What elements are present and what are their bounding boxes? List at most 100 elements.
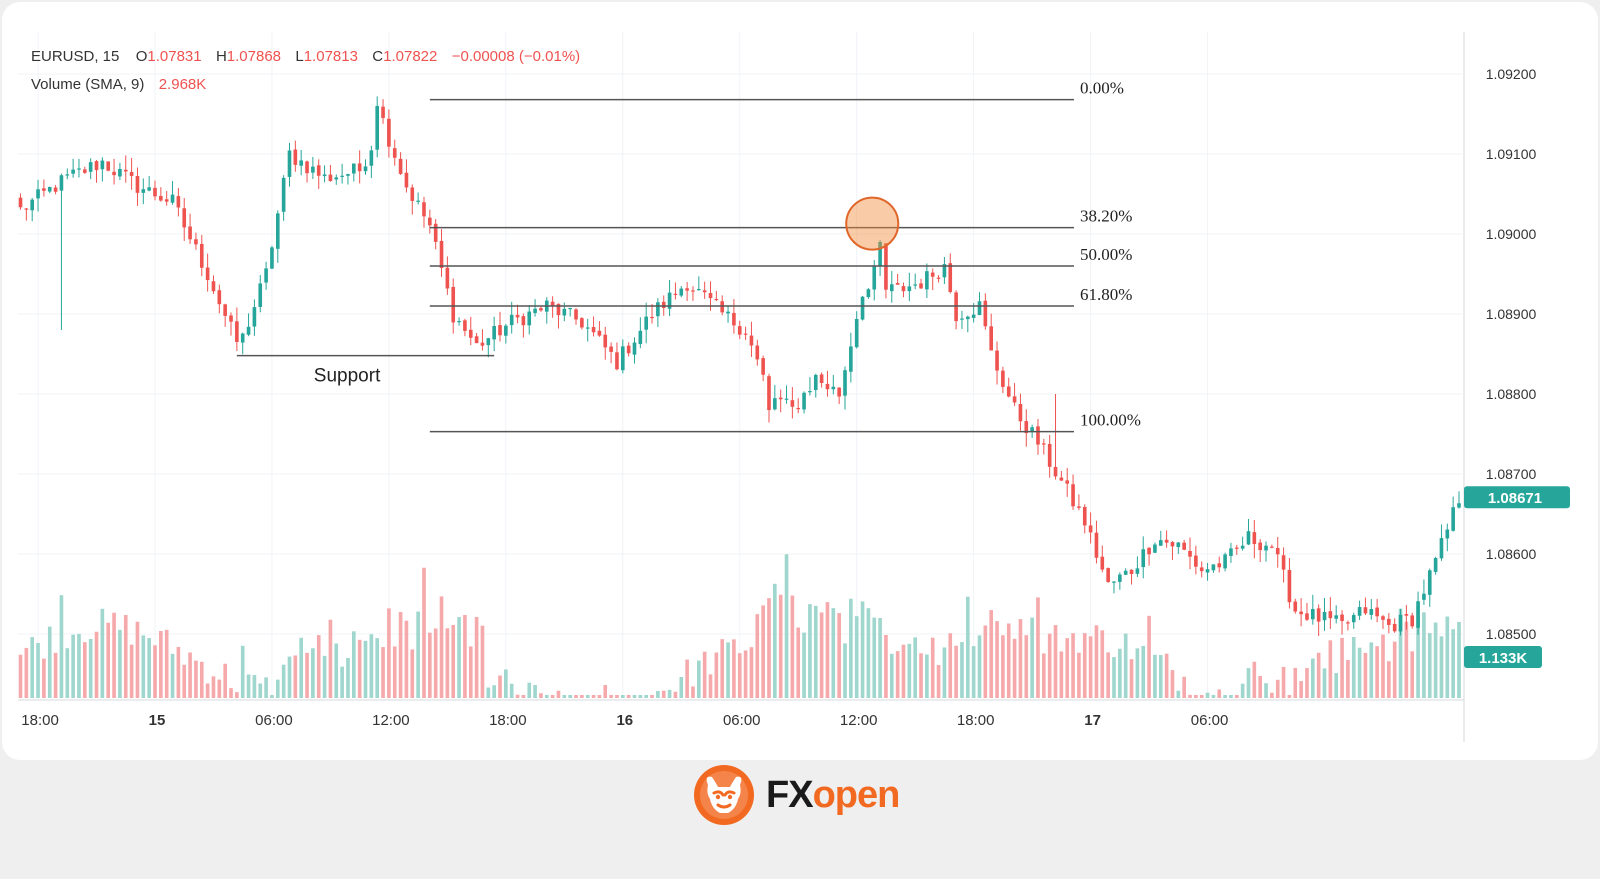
close-value: 1.07822 [383,48,438,65]
volume-bar [860,601,865,698]
volume-bar [1170,670,1175,698]
candle-body [1217,563,1222,568]
candle-body [1088,525,1093,533]
candle-body [88,162,93,172]
volume-bar [392,646,397,698]
candle-body [1270,546,1274,548]
volume-bar [1281,666,1286,698]
volume-bar [275,679,280,698]
candle-body [1410,615,1415,627]
volume-bar [1351,636,1356,698]
volume-bar [129,644,134,698]
volume-bar [837,613,841,698]
volume-bar [597,695,602,698]
volume-bar [732,639,736,698]
candle-body [708,292,713,299]
time-tick-label: 17 [1084,712,1101,729]
volume-bar [340,666,344,698]
volume-bar [1328,640,1333,698]
candle-body [790,400,795,407]
candle-body [1006,386,1011,397]
volume-bar [205,683,210,698]
volume-bar [94,631,99,698]
volume-bar [1457,622,1461,698]
price-tick-label: 1.08900 [1486,306,1537,322]
price-tick-label: 1.08700 [1486,466,1537,482]
candle-body [480,342,485,346]
candle-body [737,326,742,335]
price-tick-label: 1.08800 [1486,386,1537,402]
volume-bar [24,647,29,698]
volume-bar [515,694,520,698]
candle-body [94,161,99,171]
candle-body [486,338,491,346]
volume-bar [1363,652,1368,698]
candle-body [1445,529,1450,539]
candle-body [983,300,988,327]
candle-body [743,333,748,335]
volume-bar [65,648,70,698]
volume-bar [749,647,754,698]
candle-body [422,202,426,217]
candle-body [644,316,649,330]
candle-body [1363,607,1368,614]
candle-body [36,189,40,199]
candle-body [428,217,432,226]
high-value: 1.07868 [226,48,282,65]
volume-bar [1404,621,1409,698]
volume-bar [118,629,122,698]
volume-bar [1433,622,1438,698]
candle-body [691,290,695,292]
candle-body [311,166,315,173]
volume-bar [1024,635,1029,698]
candle-body [1153,544,1157,553]
fib-level-label: 0.00% [1080,79,1124,98]
volume-bar [767,598,771,698]
candle-body [866,289,871,298]
candle-body [1427,570,1432,595]
volume-bar [1322,668,1327,698]
volume-bar [1387,661,1391,698]
fibonacci-retracement[interactable]: 0.00% 38.20% 50.00% 61.80% 100.00% Support [236,79,1141,433]
candle-body [398,158,403,174]
volume-bar [1036,597,1040,698]
volume-bar [1223,695,1227,698]
candle-body [1310,608,1315,620]
volume-bar [819,612,824,698]
volume-bar [691,686,695,698]
volume-bar [387,608,391,698]
volume-bar [1147,615,1151,698]
candle-body [1164,539,1169,543]
candlestick-chart[interactable]: 0.00% 38.20% 50.00% 61.80% 100.00% Support 1.… [2,2,1598,760]
volume-bar [1234,695,1239,698]
volume-bar [1229,695,1233,698]
volume-bar [825,602,830,698]
volume-bar [895,651,900,698]
candle-body [1158,540,1163,546]
volume-bar [1410,651,1415,698]
candle-body [661,301,666,309]
volume-bar [328,619,333,698]
volume-bar [135,621,140,698]
volume-bar [451,624,456,698]
volume-bar [1030,617,1034,698]
volume-bar [919,653,923,698]
time-tick-label: 12:00 [840,712,878,729]
fib-level-label: 50.00% [1080,245,1132,264]
candle-body [363,166,368,172]
price-tick-label: 1.08500 [1486,626,1537,642]
candle-body [550,301,555,306]
volume-bar [1042,653,1046,698]
volume-bar [679,676,684,698]
candle-body [433,223,438,242]
symbol-label: EURUSD, 15 [31,48,120,65]
volume-bar [1047,633,1052,698]
candle-body [773,398,777,410]
candle-body [287,150,292,177]
candle-body [1439,538,1444,559]
price-tick-label: 1.08600 [1486,546,1537,562]
volume-bar [123,615,128,698]
volume-bar [199,661,204,698]
candle-body [1299,611,1303,615]
time-tick-label: 06:00 [1191,712,1229,729]
